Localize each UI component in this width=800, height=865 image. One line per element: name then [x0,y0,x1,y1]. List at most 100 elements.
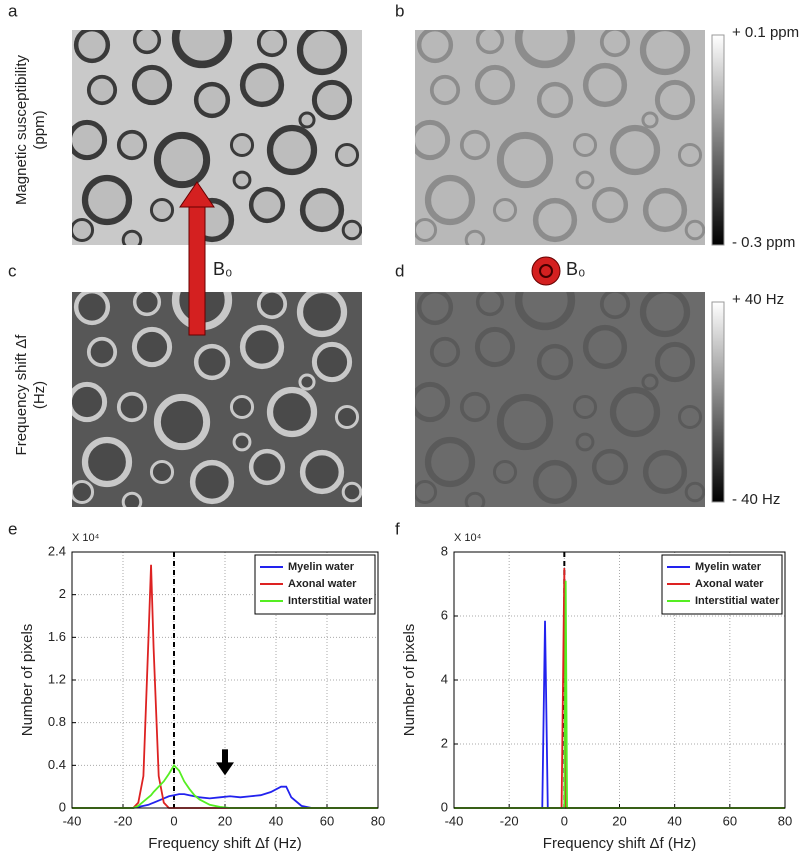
colorbar-min-label: - 40 Hz [732,491,780,508]
fiber [496,393,554,451]
fiber-image [415,292,705,507]
fiber [229,132,255,158]
fiber [575,432,595,452]
fiber [239,324,285,370]
fiber [171,30,233,69]
b0-label: B₀ [213,259,232,279]
y-tick-label: 6 [441,607,448,622]
fiber [232,170,252,190]
fiber [424,174,476,226]
x-tick-label: -40 [63,813,82,828]
fiber [464,491,486,507]
fiber [81,436,133,488]
fiber [132,30,162,55]
row-label-line: Magnetic susceptibility [13,54,30,205]
fiber [416,292,454,326]
panel-letter: e [8,519,17,538]
fiber [248,448,286,486]
y-tick-label: 1.6 [48,629,66,644]
fiber [266,386,318,438]
x-tick-label: -20 [114,813,133,828]
x-tick-label: 80 [371,813,385,828]
y-tick-label: 4 [441,671,448,686]
y-axis-label: Number of pixels [401,624,418,737]
fiber [641,111,659,129]
legend-label: Axonal water [288,578,357,590]
fiber [189,459,235,505]
fiber [684,219,705,241]
annotation-arrow-head [216,762,234,776]
fiber [459,129,491,161]
fiber [582,62,628,108]
fiber [334,404,360,430]
fiber [429,336,461,368]
fiber [341,219,362,241]
colorbar-min-label: - 0.3 ppm [732,234,795,251]
fiber [514,292,576,331]
legend-label: Axonal water [695,578,764,590]
plot-frame [453,551,786,809]
row-label: Magnetic susceptibility(ppm) [13,54,48,205]
fiber [72,119,108,161]
fiber [73,292,111,326]
fiber [239,62,285,108]
fiber [475,292,505,317]
fiber [591,186,629,224]
panel-letter: d [395,261,404,280]
line-chart: -40 -20 0 20 40 60 80 0 0.4 0.8 1.2 1.6 2 2.4 X 10⁴ Mye… [19,532,385,852]
colorbar-max-label: + 40 Hz [732,291,784,308]
fiber [415,217,438,243]
y-tick-label: 2.4 [48,543,66,558]
fiber [536,81,574,119]
x-tick-label: 0 [170,813,177,828]
fiber-image [72,292,362,507]
fiber [474,64,516,106]
panel-letter: b [395,1,404,20]
fiber [429,74,461,106]
fiber [677,404,703,430]
x-tick-label: 20 [612,813,626,828]
fiber [459,391,491,423]
fiber [153,393,211,451]
b0-label: B₀ [566,259,585,279]
panel-letter: a [8,1,18,20]
fiber [341,481,362,503]
fiber [582,324,628,370]
y-tick-label: 2 [59,586,66,601]
fiber [639,30,691,76]
row-label-line: (Hz) [31,381,48,409]
fiber [299,449,345,495]
fiber [81,174,133,226]
fiber [572,132,598,158]
b0-symbol-outer [531,256,561,286]
x-tick-label: 20 [218,813,232,828]
x-tick-label: 80 [778,813,792,828]
legend-label: Myelin water [695,561,762,573]
fiber [149,197,175,223]
fiber [684,481,705,503]
b0-symbol-inner [539,264,553,278]
fiber [474,326,516,368]
fiber-image [72,30,362,245]
fiber [121,229,143,245]
fiber [415,119,451,161]
x-tick-label: 40 [667,813,681,828]
fiber [86,336,118,368]
x-tick-label: -40 [445,813,464,828]
y-multiplier: X 10⁴ [72,532,100,544]
fiber-image [415,30,705,245]
x-axis-label: Frequency shift Δf (Hz) [148,835,301,852]
panel-letter: c [8,261,17,280]
x-axis-label: Frequency shift Δf (Hz) [543,835,696,852]
x-tick-label: 60 [320,813,334,828]
fiber [73,30,111,64]
fiber [416,30,454,64]
row-label: Frequency shift Δf(Hz) [13,334,48,456]
fiber [572,394,598,420]
fiber [153,131,211,189]
annotation-arrow-shaft [222,749,228,764]
fiber [642,449,688,495]
fiber [232,432,252,452]
fiber [296,30,348,76]
